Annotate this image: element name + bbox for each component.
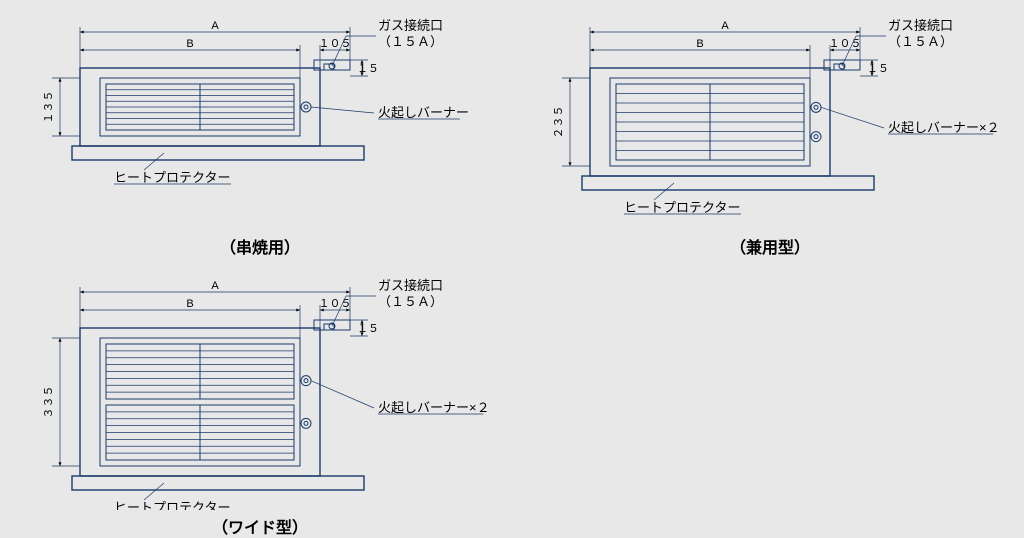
svg-text:B: B (696, 38, 703, 50)
svg-text:１０５: １０５ (319, 38, 352, 50)
svg-text:ヒートプロテクター: ヒートプロテクター (114, 170, 230, 185)
figure-kushiyaki: A B １０５ １５ ガス接続口（１５Ａ） 火起しバーナー １３５ ヒートプロテクター （串焼… (30, 10, 490, 258)
svg-text:ヒートプロテクター: ヒートプロテクター (114, 500, 230, 510)
svg-text:（１５Ａ）: （１５Ａ） (378, 294, 443, 309)
drawing-kenyou: A B １０５ １５ ガス接続口（１５Ａ） 火起しバーナー×２ ２３５ ヒートプロテクター (540, 10, 1000, 230)
svg-text:１５: １５ (357, 63, 379, 75)
caption-kushiyaki: （串焼用） (30, 234, 490, 258)
svg-text:火起しバーナー: 火起しバーナー (378, 105, 469, 120)
svg-text:B: B (186, 38, 193, 50)
svg-text:火起しバーナー×２: 火起しバーナー×２ (888, 120, 1000, 135)
svg-text:３３５: ３３５ (43, 386, 55, 419)
svg-text:A: A (721, 20, 729, 32)
figure-kenyou: A B １０５ １５ ガス接続口（１５Ａ） 火起しバーナー×２ ２３５ ヒートプロテクター （… (540, 10, 1000, 258)
svg-text:（１５Ａ）: （１５Ａ） (888, 34, 953, 49)
svg-text:１０５: １０５ (829, 38, 862, 50)
svg-text:１０５: １０５ (319, 298, 352, 310)
svg-text:２３５: ２３５ (553, 106, 565, 139)
svg-text:１５: １５ (357, 323, 379, 335)
svg-text:ガス接続口: ガス接続口 (378, 278, 443, 293)
svg-text:ガス接続口: ガス接続口 (888, 18, 953, 33)
svg-text:（１５Ａ）: （１５Ａ） (378, 34, 443, 49)
svg-text:B: B (186, 298, 193, 310)
svg-text:１３５: １３５ (43, 91, 55, 124)
caption-kenyou: （兼用型） (540, 234, 1000, 258)
svg-text:ガス接続口: ガス接続口 (378, 18, 443, 33)
caption-wide: （ワイド型） (30, 514, 490, 538)
figure-wide: A B １０５ １５ ガス接続口（１５Ａ） 火起しバーナー×２ ３３５ ヒートプロテクター （… (30, 270, 490, 538)
svg-text:ヒートプロテクター: ヒートプロテクター (624, 200, 740, 215)
drawing-kushiyaki: A B １０５ １５ ガス接続口（１５Ａ） 火起しバーナー １３５ ヒートプロテクター (30, 10, 490, 230)
drawing-wide: A B １０５ １５ ガス接続口（１５Ａ） 火起しバーナー×２ ３３５ ヒートプロテクター (30, 270, 490, 510)
svg-text:A: A (211, 20, 219, 32)
svg-text:火起しバーナー×２: 火起しバーナー×２ (378, 400, 490, 415)
svg-text:１５: １５ (867, 63, 889, 75)
svg-text:A: A (211, 280, 219, 292)
